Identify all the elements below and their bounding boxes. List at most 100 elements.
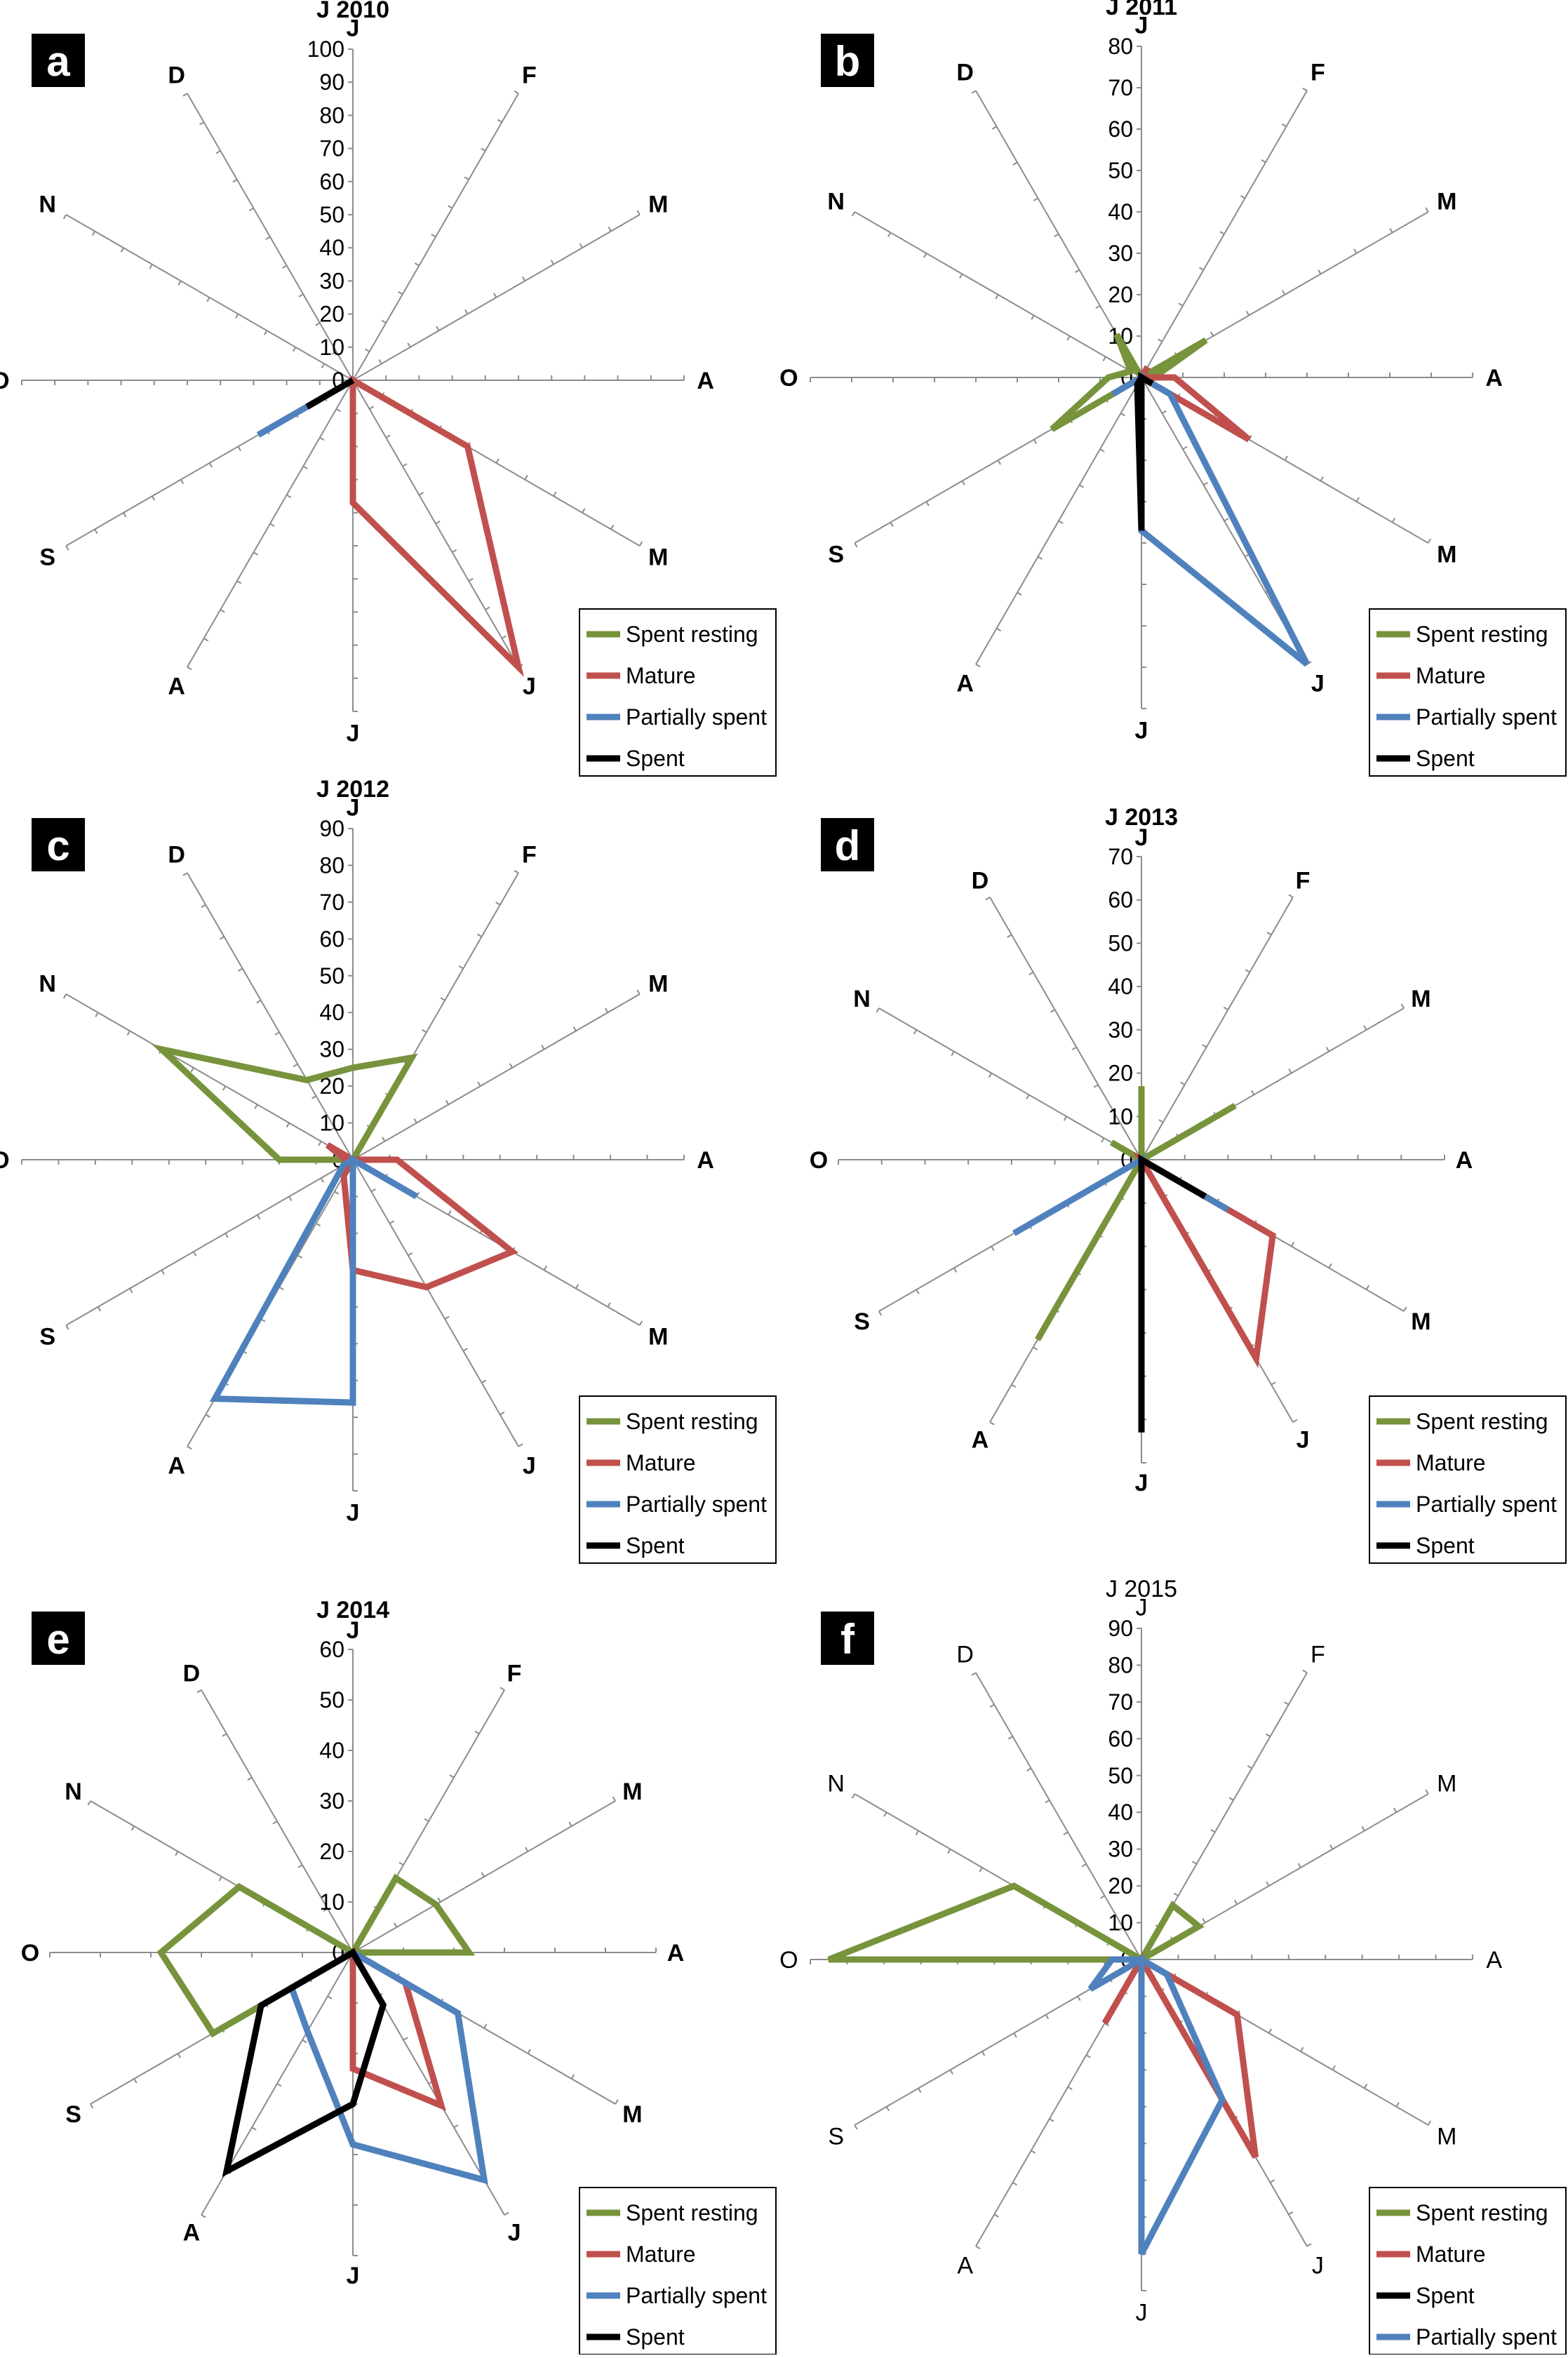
axis-tick <box>215 150 221 154</box>
month-label: F <box>1311 1642 1325 1668</box>
legend-label: Spent resting <box>1416 2200 1548 2225</box>
axis-tick <box>988 1073 993 1078</box>
axis-tick <box>302 2039 307 2044</box>
r-tick-label: 50 <box>319 202 344 227</box>
axis-tick <box>1389 227 1393 234</box>
r-tick-label: 20 <box>1108 1061 1133 1086</box>
axis-tick <box>335 408 341 413</box>
r-tick-label: 80 <box>319 852 344 878</box>
axis-tick <box>1071 1046 1077 1051</box>
month-label: M <box>1437 541 1456 568</box>
legend: Spent resting Mature Partially spent Spent <box>579 2187 777 2355</box>
chart-title: J 2010 <box>316 0 389 23</box>
month-label: O <box>0 368 10 394</box>
month-label: F <box>522 62 537 89</box>
legend: Spent resting Mature Partially spent Spent <box>1369 1395 1567 1564</box>
axis-tick <box>1045 1800 1050 1804</box>
axis-tick <box>570 2074 575 2079</box>
axis-tick <box>1425 1789 1429 1795</box>
month-label: O <box>779 1947 798 1974</box>
month-label: O <box>779 365 798 391</box>
axis-tick <box>286 494 292 498</box>
legend: Spent resting Mature Spent Partially spent <box>1369 2187 1567 2355</box>
axis-tick <box>890 522 894 528</box>
axis-tick <box>448 1210 452 1216</box>
axis-tick <box>311 1095 317 1099</box>
month-label: A <box>183 2219 201 2246</box>
axis-tick <box>1026 1094 1030 1099</box>
axis-tick <box>1288 894 1294 898</box>
axis-tick <box>925 501 930 507</box>
chart-title: J 2011 <box>1106 0 1177 20</box>
legend-label: Spent resting <box>626 1409 758 1434</box>
month-label: J <box>1312 2252 1324 2279</box>
axis-tick <box>916 1289 920 1294</box>
axis-tick <box>975 663 981 668</box>
month-label: A <box>168 673 185 699</box>
axis-tick <box>201 904 206 909</box>
month-label: J <box>1296 1426 1310 1453</box>
axis-tick <box>1012 2182 1018 2186</box>
month-label: F <box>507 1661 522 1687</box>
axis-tick <box>1391 517 1396 523</box>
series-spent-resting <box>1035 1086 1237 1341</box>
series-spent-resting <box>156 1873 476 2038</box>
axis-tick <box>851 211 856 217</box>
axis-tick <box>161 1269 165 1275</box>
axis-tick <box>495 458 500 464</box>
axis-tick <box>997 460 1001 465</box>
r-tick-label: 80 <box>1108 1652 1133 1677</box>
axis-tick <box>1017 591 1022 596</box>
axis-tick <box>321 363 325 368</box>
month-label: D <box>956 60 974 86</box>
month-label: J <box>508 2219 521 2246</box>
axis-tick <box>381 319 387 324</box>
axis-tick <box>610 524 615 530</box>
axis-tick <box>302 465 308 469</box>
axis-tick <box>97 1306 102 1312</box>
r-tick-label: 50 <box>1108 930 1133 956</box>
month-label: M <box>648 544 668 570</box>
axis-tick <box>293 1063 298 1068</box>
axis-tick <box>187 1445 192 1450</box>
axis-tick <box>1250 1090 1255 1095</box>
month-label: M <box>622 1778 642 1805</box>
axis-tick <box>485 606 490 610</box>
axis-tick <box>1361 1826 1365 1831</box>
axis-tick <box>1033 1346 1038 1351</box>
axis-tick <box>985 897 991 901</box>
axis-tick <box>1209 331 1214 337</box>
axis-tick <box>452 549 457 554</box>
axis-tick <box>1325 1047 1330 1052</box>
r-tick-label: 60 <box>319 926 344 951</box>
axis-tick <box>91 231 95 236</box>
axis-tick <box>1182 446 1188 450</box>
axis-tick <box>500 1687 505 1691</box>
axis-tick <box>885 2106 890 2112</box>
axis-tick <box>1037 556 1043 560</box>
r-tick-label: 70 <box>1108 75 1133 100</box>
axis-tick <box>878 1311 883 1316</box>
month-label: J <box>347 2263 360 2289</box>
axis-tick <box>254 1104 258 1109</box>
r-tick-label: 40 <box>319 235 344 260</box>
axis-tick <box>408 1252 413 1257</box>
series-spent <box>1138 1154 1207 1433</box>
axis-tick <box>474 1730 480 1735</box>
legend-label: Spent <box>1416 2283 1475 2308</box>
axis-tick <box>949 2069 953 2075</box>
axis-tick <box>568 1821 572 1827</box>
axis-tick <box>382 1137 386 1142</box>
axis-tick <box>129 1288 133 1294</box>
month-label: F <box>1296 868 1311 895</box>
axis-tick <box>1302 1669 1308 1674</box>
r-tick-label: 60 <box>319 169 344 194</box>
month-label: N <box>39 192 56 218</box>
axis-tick <box>1158 1119 1164 1123</box>
axis-spoke-11 <box>187 872 354 1160</box>
month-label: A <box>697 1147 714 1174</box>
axis-tick <box>415 1191 420 1197</box>
axis-spoke-5 <box>352 1159 519 1447</box>
axis-tick <box>604 1007 609 1013</box>
axis-tick <box>483 2023 488 2029</box>
